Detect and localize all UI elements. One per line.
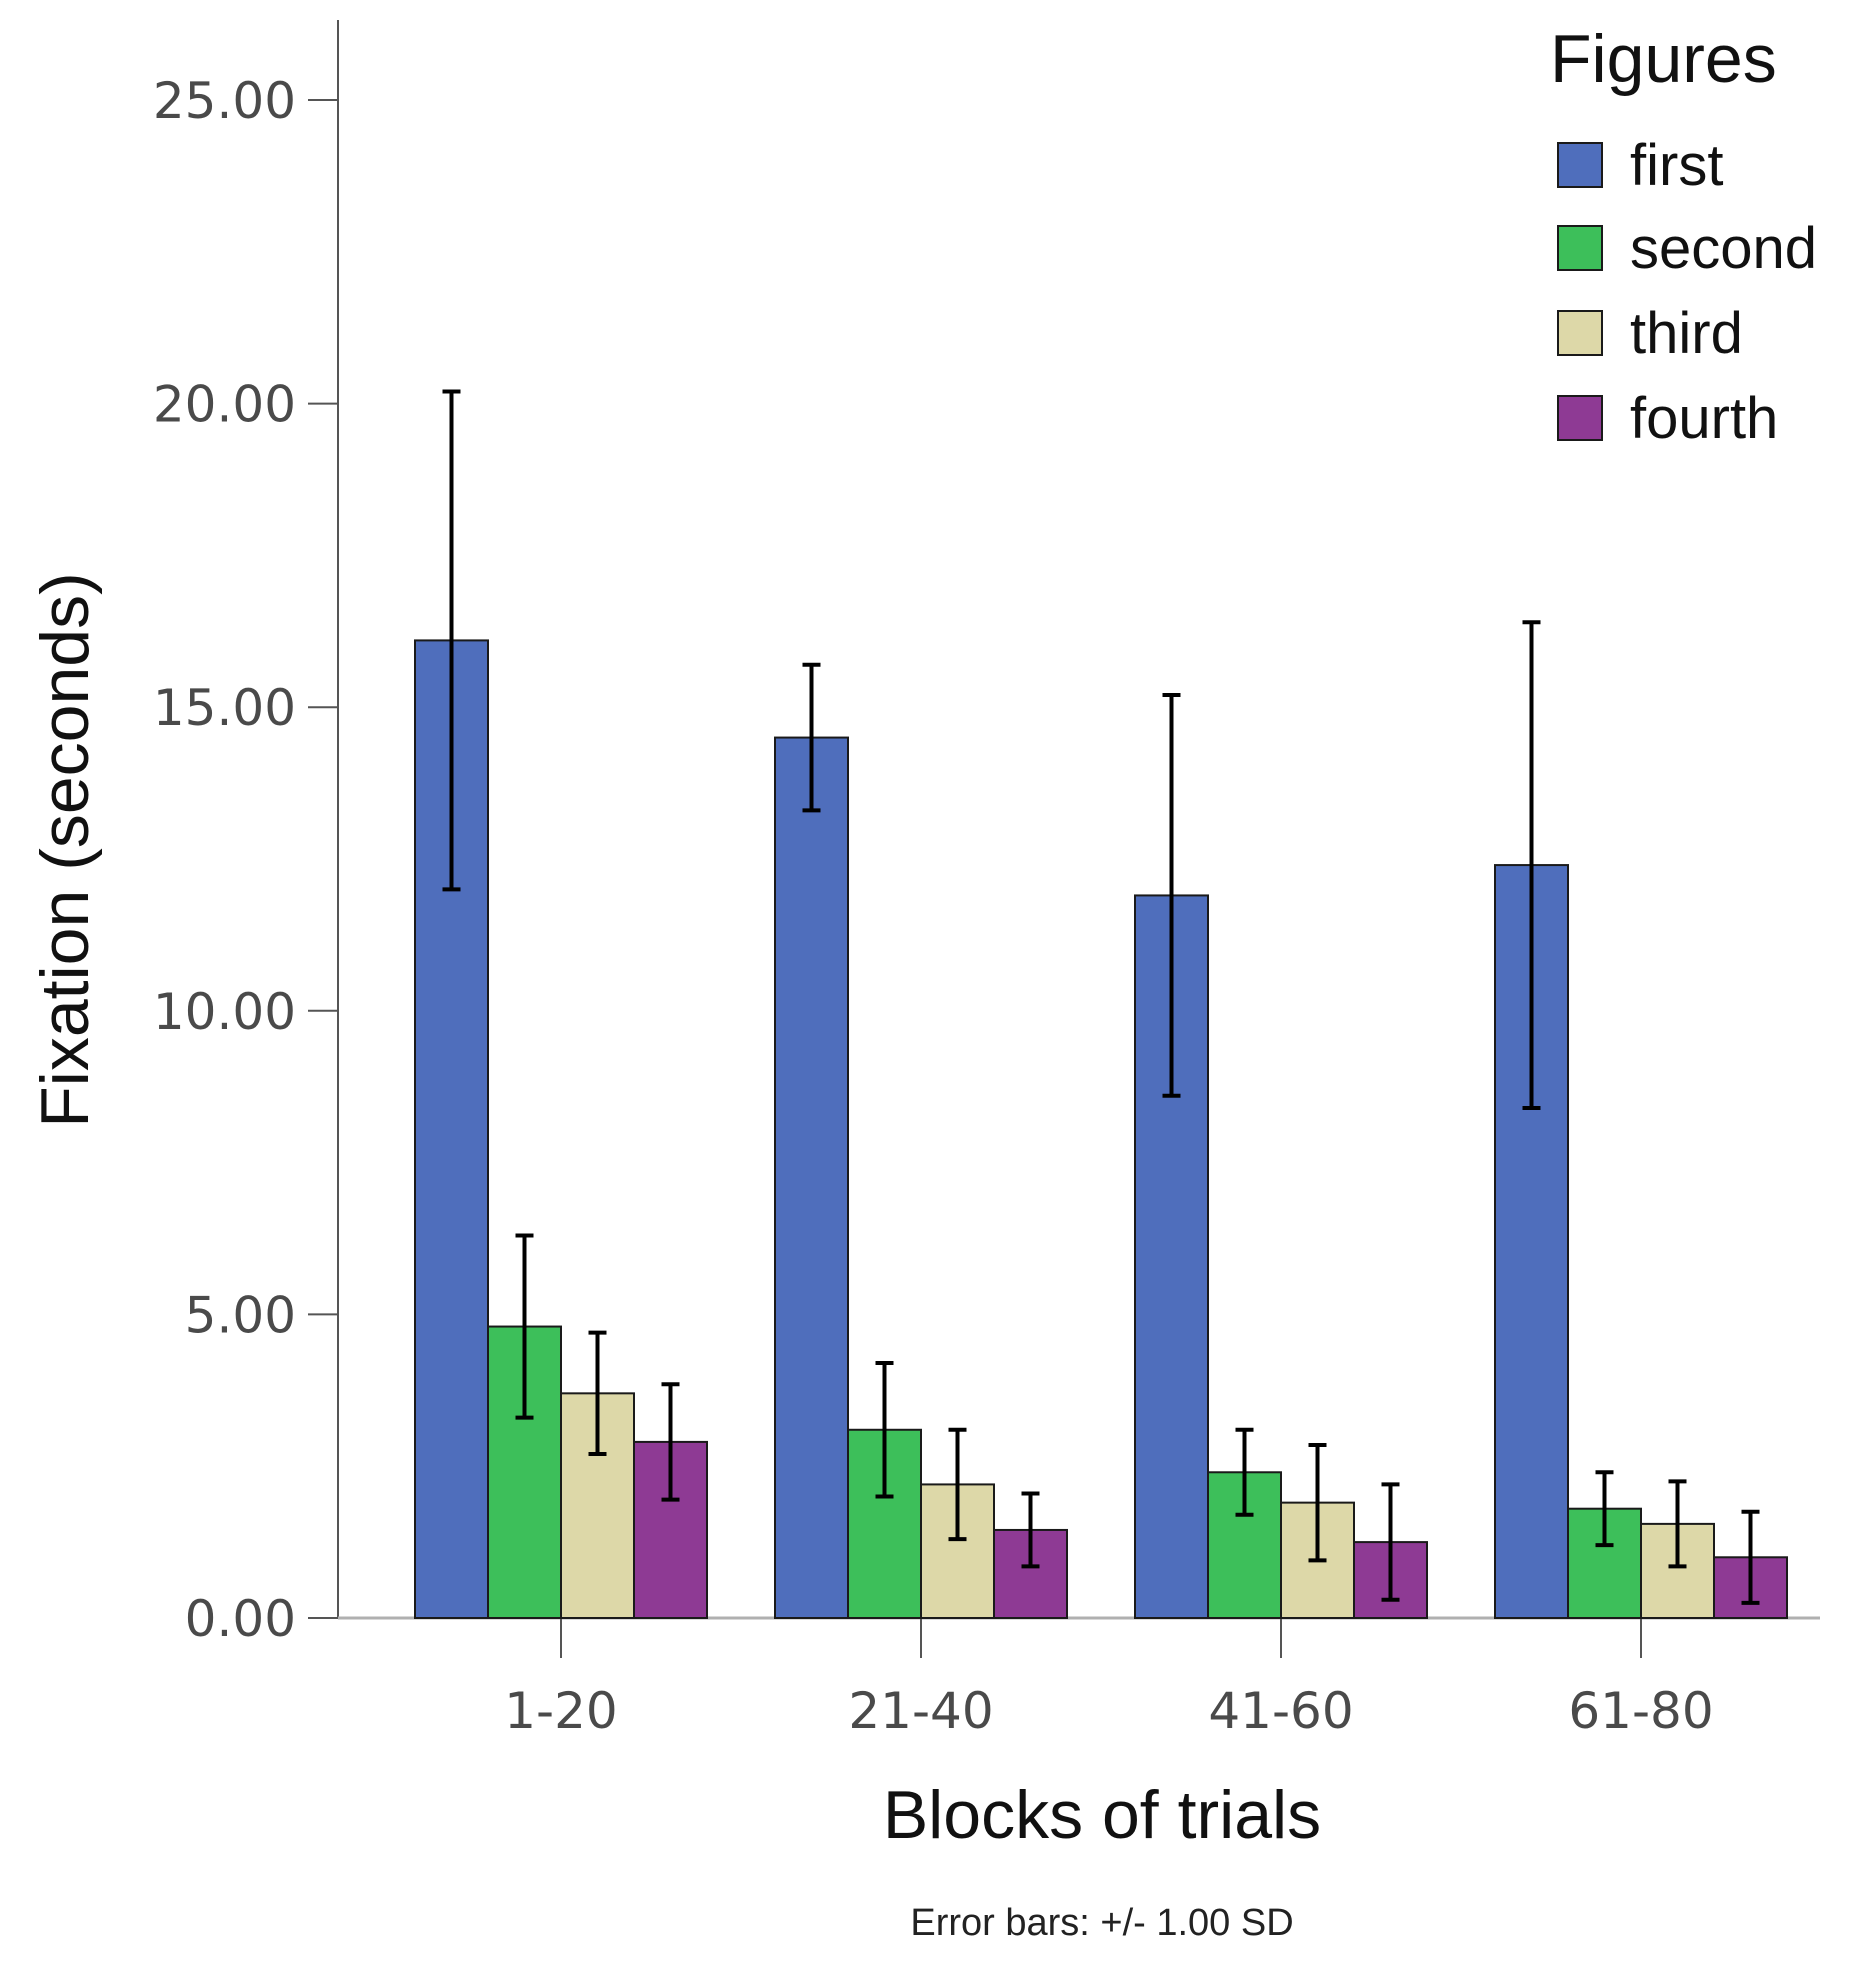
y-tick-label: 15.00 xyxy=(153,679,296,737)
legend: Figures first second third fourth xyxy=(1550,21,1817,451)
y-tick-label: 0.00 xyxy=(185,1590,296,1648)
error-bar-first-21-40 xyxy=(802,662,821,813)
legend-swatch-fourth xyxy=(1557,395,1603,441)
legend-label-first: first xyxy=(1630,133,1723,198)
bars xyxy=(414,639,1788,1620)
y-tick-label: 20.00 xyxy=(153,376,296,434)
error-bar-fourth-41-60 xyxy=(1381,1482,1400,1602)
legend-item-first: first xyxy=(1557,133,1723,198)
error-bar-first-41-60 xyxy=(1162,693,1181,1098)
bar-first-21-40 xyxy=(774,736,849,1619)
error-bar-fourth-21-40 xyxy=(1021,1491,1040,1569)
y-tick-label: 5.00 xyxy=(185,1286,296,1344)
error-bar-first-1-20 xyxy=(442,389,461,892)
error-bar-second-61-80 xyxy=(1595,1470,1614,1548)
x-tick-label: 21-40 xyxy=(848,1682,993,1740)
error-bar-third-1-20 xyxy=(588,1330,607,1457)
error-bar-fourth-61-80 xyxy=(1741,1509,1760,1605)
tick-labels: 0.00 5.00 10.00 15.00 20.00 25.00 1-20 21-40 41-… xyxy=(153,72,1714,1740)
legend-label-third: third xyxy=(1630,301,1743,366)
error-bar-second-21-40 xyxy=(875,1360,894,1499)
error-bar-third-21-40 xyxy=(948,1427,967,1542)
legend-title: Figures xyxy=(1550,21,1777,97)
y-tick-label: 25.00 xyxy=(153,72,296,130)
error-bar-second-1-20 xyxy=(515,1233,534,1420)
legend-label-second: second xyxy=(1630,216,1817,281)
legend-item-fourth: fourth xyxy=(1557,386,1778,451)
error-bar-third-41-60 xyxy=(1308,1442,1327,1563)
error-bars xyxy=(442,389,1760,1605)
y-axis-title: Fixation (seconds) xyxy=(27,572,103,1128)
x-axis-title: Blocks of trials xyxy=(883,1777,1321,1853)
legend-item-third: third xyxy=(1557,301,1743,366)
x-tick-label: 41-60 xyxy=(1208,1682,1353,1740)
legend-label-fourth: fourth xyxy=(1630,386,1778,451)
error-bar-third-61-80 xyxy=(1668,1479,1687,1569)
error-bar-first-61-80 xyxy=(1522,620,1541,1110)
error-bar-fourth-1-20 xyxy=(661,1382,680,1502)
y-tick-label: 10.00 xyxy=(153,983,296,1041)
legend-swatch-third xyxy=(1557,310,1603,356)
legend-swatch-second xyxy=(1557,225,1603,271)
error-bar-second-41-60 xyxy=(1235,1427,1254,1517)
x-tick-label: 1-20 xyxy=(504,1682,617,1740)
x-tick-label: 61-80 xyxy=(1568,1682,1713,1740)
error-bars-footnote: Error bars: +/- 1.00 SD xyxy=(910,1902,1293,1944)
legend-item-second: second xyxy=(1557,216,1817,281)
legend-swatch-first xyxy=(1557,142,1603,188)
